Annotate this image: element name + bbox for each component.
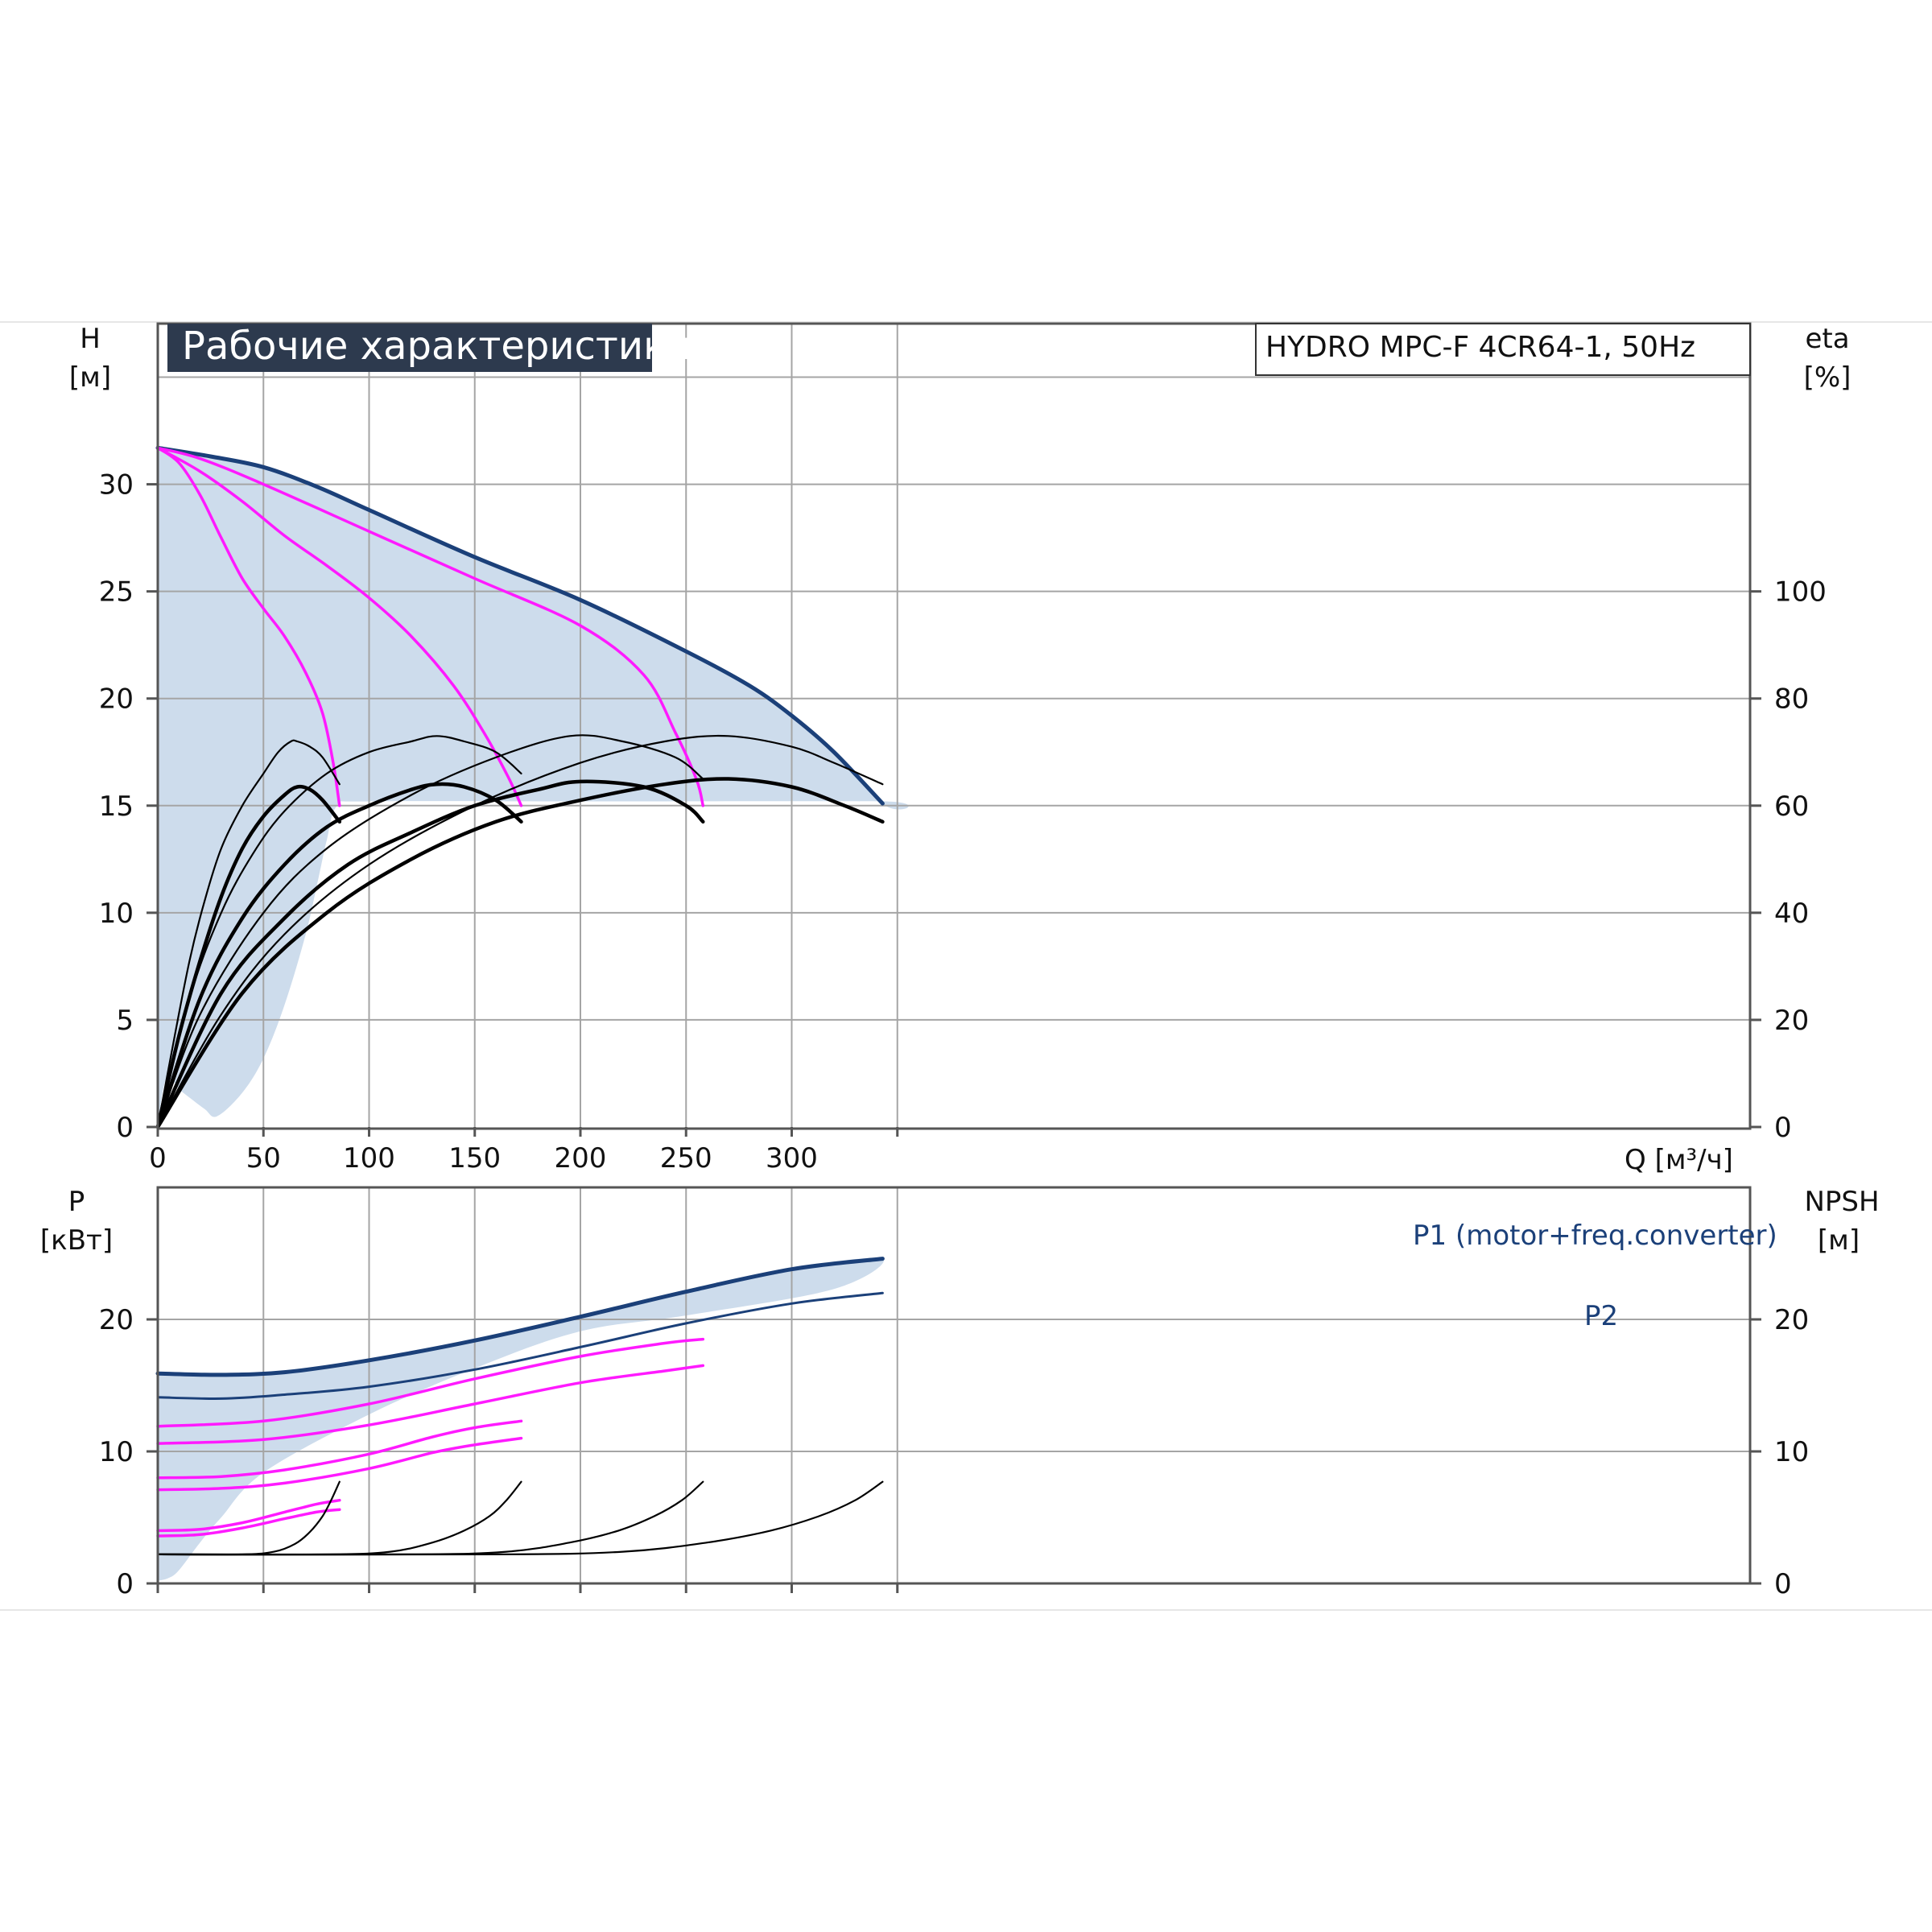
y-right-tick-label: 60 <box>1774 791 1809 823</box>
x-tick-label: 50 <box>246 1142 281 1174</box>
y-right-tick-label: 0 <box>1774 1112 1792 1144</box>
power-range-area <box>158 1257 884 1581</box>
model-label: HYDRO MPC-F 4CR64-1, 50Hz <box>1265 331 1695 364</box>
y-right-tick-label: 20 <box>1774 1005 1809 1037</box>
p1-series-label: P1 (motor+freq.converter) <box>1413 1220 1777 1252</box>
head-axis-unit: [м] <box>69 361 111 394</box>
y-right-tick-label: 40 <box>1774 898 1809 930</box>
model-label-box <box>1255 323 1751 376</box>
x-tick-label: 200 <box>555 1142 607 1174</box>
x-tick-label: 300 <box>766 1142 818 1174</box>
y-tick-label: 15 <box>99 791 134 823</box>
upper-curve-eff-11 <box>155 777 885 1129</box>
y-right-tick-label: 80 <box>1774 683 1809 716</box>
upper-curve-eff-9 <box>155 782 523 1129</box>
power-axis-symbol: P <box>68 1186 85 1218</box>
head-axis-symbol: H <box>80 323 101 355</box>
flow-axis-label: Q [м³/ч] <box>1624 1144 1733 1176</box>
lower-curve-power-4 <box>156 1419 523 1480</box>
y-tick-label: 20 <box>99 683 134 716</box>
lower-curve-power-2 <box>156 1337 705 1428</box>
npsh-axis-symbol: NPSH <box>1804 1186 1879 1218</box>
lower-curve-power-0 <box>155 1257 885 1377</box>
y-tick-label: 0 <box>116 1112 134 1144</box>
operating-range-area <box>158 448 909 1127</box>
lower-curve-power-7 <box>156 1508 341 1538</box>
power-chart: 0 10 20 0 10 20 P [кВт] NPSH [м] P1 (motor+fr… <box>40 1186 1880 1600</box>
upper-curve-head-1 <box>156 446 341 807</box>
chart-title-box <box>167 324 652 372</box>
y-right-tick-label: 20 <box>1774 1304 1809 1336</box>
upper-curve-head-2 <box>156 446 523 807</box>
upper-curve-head-0 <box>155 445 885 806</box>
lower-curve-power-3 <box>156 1364 705 1445</box>
y-tick-label: 5 <box>116 1005 134 1037</box>
y-tick-label: 30 <box>99 469 134 502</box>
lower-curve-power-1 <box>156 1291 884 1400</box>
lower-curve-power-6 <box>156 1498 341 1533</box>
eta-axis-symbol: eta <box>1805 323 1849 355</box>
upper-curve-eff-8 <box>155 784 342 1129</box>
upper-curve-eff-6 <box>156 734 704 1129</box>
y-right-tick-label: 10 <box>1774 1436 1809 1468</box>
x-tick-label: 0 <box>149 1142 167 1174</box>
upper-curve-head-3 <box>156 446 705 807</box>
power-chart-frame <box>156 1186 1752 1585</box>
y-right-tick-label: 0 <box>1774 1568 1792 1600</box>
eta-axis-unit: [%] <box>1804 361 1852 394</box>
x-tick-label: 250 <box>660 1142 712 1174</box>
upper-curve-eff-4 <box>156 739 341 1129</box>
p2-series-label: P2 <box>1584 1300 1618 1332</box>
y-tick-label: 25 <box>99 576 134 609</box>
y-tick-label: 10 <box>99 1436 134 1468</box>
y-tick-label: 20 <box>99 1304 134 1336</box>
x-tick-label: 150 <box>448 1142 501 1174</box>
upper-curve-eff-7 <box>156 734 884 1129</box>
power-axis-unit: [кВт] <box>40 1224 113 1257</box>
y-tick-label: 10 <box>99 898 134 930</box>
y-right-tick-label: 100 <box>1774 576 1827 609</box>
y-tick-label: 0 <box>116 1568 134 1600</box>
x-tick-label: 100 <box>343 1142 395 1174</box>
head-chart-frame <box>156 322 1752 1130</box>
npsh-axis-unit: [м] <box>1818 1224 1860 1257</box>
lower-curve-power-5 <box>156 1436 523 1492</box>
chart-title: Рабочие характеристики <box>182 324 691 369</box>
lower-curve-npsh-11 <box>156 1480 884 1556</box>
